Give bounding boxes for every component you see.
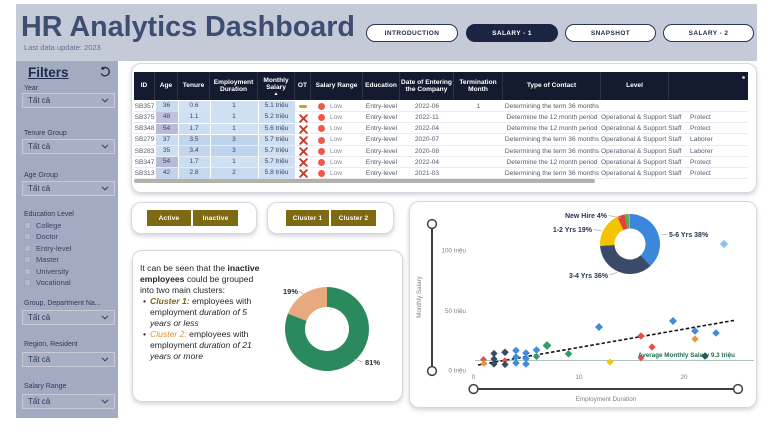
svg-text:50 triệu: 50 triệu — [445, 308, 467, 315]
svg-text:5-6 Yrs 38%: 5-6 Yrs 38% — [669, 232, 709, 239]
svg-text:20: 20 — [680, 374, 688, 381]
svg-text:Monthly Salary: Monthly Salary — [416, 275, 423, 317]
svg-text:1-2 Yrs 19%: 1-2 Yrs 19% — [553, 227, 593, 234]
svg-text:3-4 Yrs 36%: 3-4 Yrs 36% — [569, 273, 609, 280]
svg-text:Average Monthly Salary 9.3 tri: Average Monthly Salary 9.3 triệu — [638, 352, 735, 359]
svg-text:New Hire 4%: New Hire 4% — [565, 213, 608, 220]
svg-text:100 triệu: 100 triệu — [441, 248, 466, 255]
svg-text:0: 0 — [472, 374, 476, 381]
svg-text:81%: 81% — [365, 358, 380, 367]
svg-text:10: 10 — [575, 374, 583, 381]
svg-text:19%: 19% — [283, 287, 298, 296]
svg-text:0 triệu: 0 triệu — [448, 368, 466, 375]
svg-text:Employment Duration: Employment Duration — [576, 396, 637, 403]
